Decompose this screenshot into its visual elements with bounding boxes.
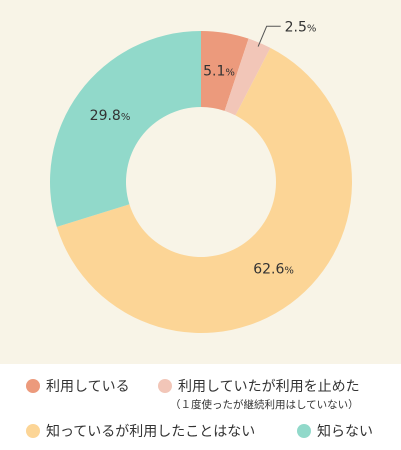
data-label-slice-unaware: 29.8% xyxy=(90,108,131,124)
donut-chart: 5.1% 2.5% 62.6% 29.8% xyxy=(0,0,401,364)
data-label-slice-stopped: 2.5% xyxy=(285,19,317,35)
legend-swatch-aware-not-used xyxy=(26,424,40,438)
slice-unaware xyxy=(49,31,201,227)
legend-item-stopped: 利用していたが利用を止めた xyxy=(158,376,360,396)
chart-plot-area: 5.1% 2.5% 62.6% 29.8% xyxy=(0,0,401,364)
slice-aware-not-used xyxy=(56,47,353,334)
legend: 利用している 利用していたが利用を止めた （１度使ったが継続利用はしていない） … xyxy=(0,364,401,450)
legend-item-aware-not-used: 知っているが利用したことはない xyxy=(26,421,255,441)
data-label-slice-aware-not-used: 62.6% xyxy=(253,262,294,278)
legend-label-unaware: 知らない xyxy=(317,424,373,440)
slice-stopped xyxy=(224,38,271,116)
legend-item-unaware: 知らない xyxy=(297,421,373,441)
legend-item-using: 利用している xyxy=(26,376,130,396)
data-label-slice-using: 5.1% xyxy=(203,63,235,79)
slice-using xyxy=(201,31,249,111)
legend-swatch-using xyxy=(26,379,40,393)
legend-label-using: 利用している xyxy=(46,379,130,395)
legend-note-stopped: （１度使ったが継続利用はしていない） xyxy=(170,399,359,411)
legend-swatch-unaware xyxy=(297,424,311,438)
leader-line-slice-stopped xyxy=(257,25,281,47)
legend-label-aware-not-used: 知っているが利用したことはない xyxy=(46,424,256,440)
legend-swatch-stopped xyxy=(158,379,172,393)
legend-label-stopped: 利用していたが利用を止めた xyxy=(178,379,360,395)
